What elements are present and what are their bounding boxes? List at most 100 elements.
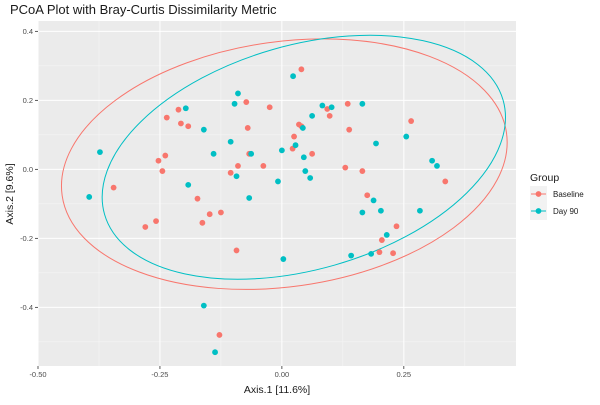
point-baseline <box>442 178 449 185</box>
point-baseline <box>142 224 149 230</box>
point-baseline <box>244 125 251 131</box>
point-day-90 <box>200 302 207 309</box>
point-baseline <box>153 218 159 225</box>
y-tick-label: -0.2 <box>20 234 33 243</box>
point-baseline <box>218 209 224 216</box>
x-tick-label: 0.25 <box>397 370 412 379</box>
point-baseline <box>233 247 240 254</box>
point-baseline <box>175 106 182 113</box>
point-baseline <box>163 114 170 121</box>
point-baseline <box>390 250 396 257</box>
point-day-90 <box>383 232 390 238</box>
point-baseline <box>298 66 305 73</box>
point-day-90 <box>248 150 255 157</box>
plot-panel <box>38 21 516 366</box>
point-baseline <box>342 164 349 171</box>
x-tick-label: -0.25 <box>151 370 168 379</box>
data-points <box>86 66 449 356</box>
x-tick-label: 0.00 <box>275 370 290 379</box>
point-day-90 <box>231 100 238 107</box>
point-baseline <box>408 118 415 124</box>
point-day-90 <box>210 150 217 157</box>
point-day-90 <box>212 349 218 356</box>
point-baseline <box>266 104 273 111</box>
point-baseline <box>235 163 241 169</box>
point-baseline <box>216 332 223 338</box>
point-baseline <box>194 195 201 202</box>
point-baseline <box>199 219 206 226</box>
y-tick-label: 0.0 <box>23 165 33 174</box>
point-baseline <box>326 112 333 119</box>
point-baseline <box>155 157 162 164</box>
point-day-90 <box>328 104 335 111</box>
point-day-90 <box>200 126 207 133</box>
point-day-90 <box>292 142 299 149</box>
major-gridlines <box>37 21 516 366</box>
point-baseline <box>260 163 267 169</box>
point-day-90 <box>359 209 366 216</box>
legend-dot-day-90 <box>535 208 542 214</box>
point-day-90 <box>246 195 253 201</box>
point-day-90 <box>429 157 436 164</box>
point-day-90 <box>290 73 296 80</box>
point-day-90 <box>182 105 189 112</box>
point-day-90 <box>275 178 281 185</box>
point-day-90 <box>280 256 287 262</box>
x-tick-label: -0.50 <box>29 370 46 379</box>
minor-gridlines <box>38 21 516 366</box>
point-day-90 <box>359 100 366 107</box>
y-tick-label: 0.2 <box>23 96 33 105</box>
point-baseline <box>227 169 234 176</box>
point-baseline <box>243 99 250 105</box>
point-day-90 <box>307 175 314 181</box>
y-tick-label: -0.4 <box>20 303 33 312</box>
point-baseline <box>185 123 192 130</box>
point-day-90 <box>300 154 307 161</box>
point-day-90 <box>319 102 326 109</box>
point-baseline <box>162 152 169 159</box>
point-baseline <box>110 184 117 191</box>
axis-ticks: -0.50 -0.25 0.00 0.25 0.4 0.2 0.0 -0.2 -0.4 <box>20 27 411 379</box>
point-day-90 <box>185 181 192 188</box>
point-day-90 <box>233 173 240 180</box>
legend: Group Baseline Day 90 <box>530 172 584 220</box>
point-baseline <box>344 100 351 107</box>
point-baseline <box>291 133 297 140</box>
point-baseline <box>393 223 400 230</box>
point-baseline <box>324 106 331 112</box>
confidence-ellipses <box>60 34 508 290</box>
point-day-90 <box>227 138 234 145</box>
point-day-90 <box>278 147 285 154</box>
point-day-90 <box>403 133 410 140</box>
legend-label-day-90: Day 90 <box>553 207 579 216</box>
point-day-90 <box>299 125 306 131</box>
point-day-90 <box>302 168 309 174</box>
point-baseline <box>159 168 166 174</box>
ellipse-day-90 <box>101 34 506 280</box>
point-day-90 <box>377 207 384 214</box>
point-baseline <box>309 150 316 157</box>
point-day-90 <box>434 163 440 169</box>
point-day-90 <box>235 90 241 97</box>
legend-dot-baseline <box>535 191 542 197</box>
point-baseline <box>359 168 366 174</box>
point-day-90 <box>417 207 423 214</box>
point-day-90 <box>348 252 355 259</box>
point-baseline <box>178 120 184 127</box>
legend-items: Baseline Day 90 <box>530 186 584 220</box>
point-day-90 <box>373 140 379 147</box>
point-day-90 <box>370 197 377 204</box>
point-day-90 <box>97 149 103 156</box>
x-axis-title: Axis.1 [11.6%] <box>244 384 310 396</box>
chart-title: PCoA Plot with Bray-Curtis Dissimilarity… <box>10 2 277 17</box>
point-baseline <box>364 192 371 199</box>
point-baseline <box>206 211 213 218</box>
legend-label-baseline: Baseline <box>553 190 584 199</box>
point-day-90 <box>86 194 93 200</box>
y-axis-title: Axis.2 [9.6%] <box>4 163 16 224</box>
point-baseline <box>378 237 385 243</box>
point-day-90 <box>368 250 375 257</box>
point-day-90 <box>309 112 316 119</box>
